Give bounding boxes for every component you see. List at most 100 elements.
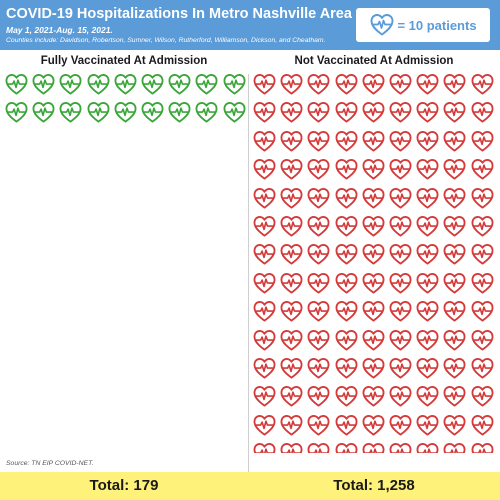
heart-pulse-icon bbox=[471, 443, 494, 453]
heart-pulse-icon bbox=[280, 272, 303, 294]
heart-pulse-icon bbox=[253, 130, 276, 152]
heart-pulse-icon bbox=[362, 414, 385, 436]
heart-pulse-icon bbox=[416, 244, 439, 265]
heart-pulse-icon bbox=[280, 386, 303, 407]
heart-pulse-icon bbox=[168, 74, 191, 95]
heart-pulse-icon bbox=[335, 159, 358, 180]
heart-pulse-icon bbox=[362, 443, 385, 453]
series-label-vaccinated: Fully Vaccinated At Admission bbox=[40, 55, 208, 67]
heart-pulse-icon bbox=[335, 102, 358, 123]
source-note: Source: TN EIP COVID-NET. bbox=[6, 460, 94, 467]
heart-pulse-icon bbox=[223, 74, 246, 95]
heart-pulse-icon bbox=[307, 329, 330, 351]
heart-pulse-icon bbox=[253, 159, 276, 180]
heart-pulse-icon bbox=[416, 329, 439, 351]
heart-pulse-icon bbox=[471, 74, 494, 95]
heart-pulse-icon bbox=[280, 74, 303, 95]
chart-subtitle: May 1, 2021-Aug. 15, 2021. bbox=[6, 25, 113, 35]
heart-pulse-icon bbox=[307, 159, 330, 180]
heart-pulse-icon bbox=[307, 301, 330, 322]
heart-pulse-icon bbox=[335, 358, 358, 379]
heart-pulse-icon bbox=[389, 244, 412, 265]
heart-pulse-icon bbox=[443, 272, 466, 294]
heart-pulse-icon bbox=[307, 443, 330, 453]
heart-pulse-icon bbox=[389, 414, 412, 436]
heart-pulse-icon bbox=[335, 244, 358, 265]
counties-note: Counties include: Davidson, Robertson, S… bbox=[6, 37, 326, 44]
heart-pulse-icon bbox=[307, 130, 330, 152]
heart-pulse-icon bbox=[335, 130, 358, 152]
heart-pulse-icon bbox=[416, 301, 439, 322]
heart-pulse-icon bbox=[471, 414, 494, 436]
heart-pulse-icon bbox=[389, 443, 412, 453]
heart-pulse-icon bbox=[307, 244, 330, 265]
heart-pulse-icon bbox=[416, 414, 439, 436]
heart-pulse-icon bbox=[362, 187, 385, 209]
heart-pulse-icon bbox=[307, 102, 330, 123]
heart-pulse-icon bbox=[59, 102, 82, 123]
heart-pulse-icon bbox=[362, 159, 385, 180]
legend-text: = 10 patients bbox=[397, 17, 477, 33]
heart-pulse-icon bbox=[87, 102, 110, 123]
heart-pulse-icon bbox=[280, 244, 303, 265]
heart-pulse-icon bbox=[168, 102, 191, 123]
heart-pulse-icon bbox=[362, 301, 385, 322]
heart-pulse-icon bbox=[195, 74, 218, 95]
heart-pulse-icon bbox=[280, 358, 303, 379]
heart-pulse-icon bbox=[389, 272, 412, 294]
legend-key: = 10 patients bbox=[356, 8, 490, 42]
heart-pulse-icon bbox=[335, 301, 358, 322]
heart-pulse-icon bbox=[280, 329, 303, 351]
heart-pulse-icon bbox=[362, 216, 385, 237]
heart-pulse-icon bbox=[471, 159, 494, 180]
heart-pulse-icon bbox=[416, 130, 439, 152]
heart-pulse-icon bbox=[253, 358, 276, 379]
heart-pulse-icon bbox=[389, 74, 412, 95]
heart-pulse-icon bbox=[335, 329, 358, 351]
heart-pulse-icon bbox=[307, 272, 330, 294]
heart-pulse-icon bbox=[307, 386, 330, 407]
heart-pulse-icon bbox=[280, 443, 303, 453]
heart-pulse-icon bbox=[280, 301, 303, 322]
heart-pulse-icon bbox=[370, 14, 394, 36]
chart-header: COVID-19 Hospitalizations In Metro Nashv… bbox=[0, 0, 500, 50]
heart-pulse-icon bbox=[335, 216, 358, 237]
group-divider bbox=[248, 74, 249, 472]
heart-pulse-icon bbox=[389, 102, 412, 123]
heart-pulse-icon bbox=[443, 159, 466, 180]
heart-pulse-icon bbox=[280, 130, 303, 152]
heart-pulse-icon bbox=[471, 216, 494, 237]
heart-pulse-icon bbox=[253, 301, 276, 322]
heart-pulse-icon bbox=[416, 358, 439, 379]
heart-pulse-icon bbox=[389, 329, 412, 351]
heart-pulse-icon bbox=[471, 244, 494, 265]
heart-pulse-icon bbox=[362, 74, 385, 95]
heart-pulse-icon bbox=[253, 244, 276, 265]
heart-pulse-icon bbox=[335, 443, 358, 453]
heart-pulse-icon bbox=[416, 386, 439, 407]
heart-pulse-icon bbox=[280, 159, 303, 180]
heart-pulse-icon bbox=[443, 358, 466, 379]
heart-pulse-icon bbox=[443, 414, 466, 436]
pictogram-grid-vaccinated bbox=[4, 73, 248, 133]
heart-pulse-icon bbox=[114, 74, 137, 95]
heart-pulse-icon bbox=[416, 74, 439, 95]
heart-pulse-icon bbox=[443, 329, 466, 351]
heart-pulse-icon bbox=[32, 102, 55, 123]
heart-pulse-icon bbox=[362, 102, 385, 123]
heart-pulse-icon bbox=[389, 301, 412, 322]
heart-pulse-icon bbox=[471, 130, 494, 152]
heart-pulse-icon bbox=[471, 301, 494, 322]
heart-pulse-icon bbox=[253, 102, 276, 123]
heart-pulse-icon bbox=[443, 102, 466, 123]
heart-pulse-icon bbox=[443, 386, 466, 407]
heart-pulse-icon bbox=[362, 272, 385, 294]
heart-pulse-icon bbox=[362, 130, 385, 152]
heart-pulse-icon bbox=[362, 329, 385, 351]
heart-pulse-icon bbox=[416, 443, 439, 453]
heart-pulse-icon bbox=[307, 187, 330, 209]
heart-pulse-icon bbox=[280, 216, 303, 237]
heart-pulse-icon bbox=[443, 74, 466, 95]
heart-pulse-icon bbox=[87, 74, 110, 95]
heart-pulse-icon bbox=[443, 187, 466, 209]
